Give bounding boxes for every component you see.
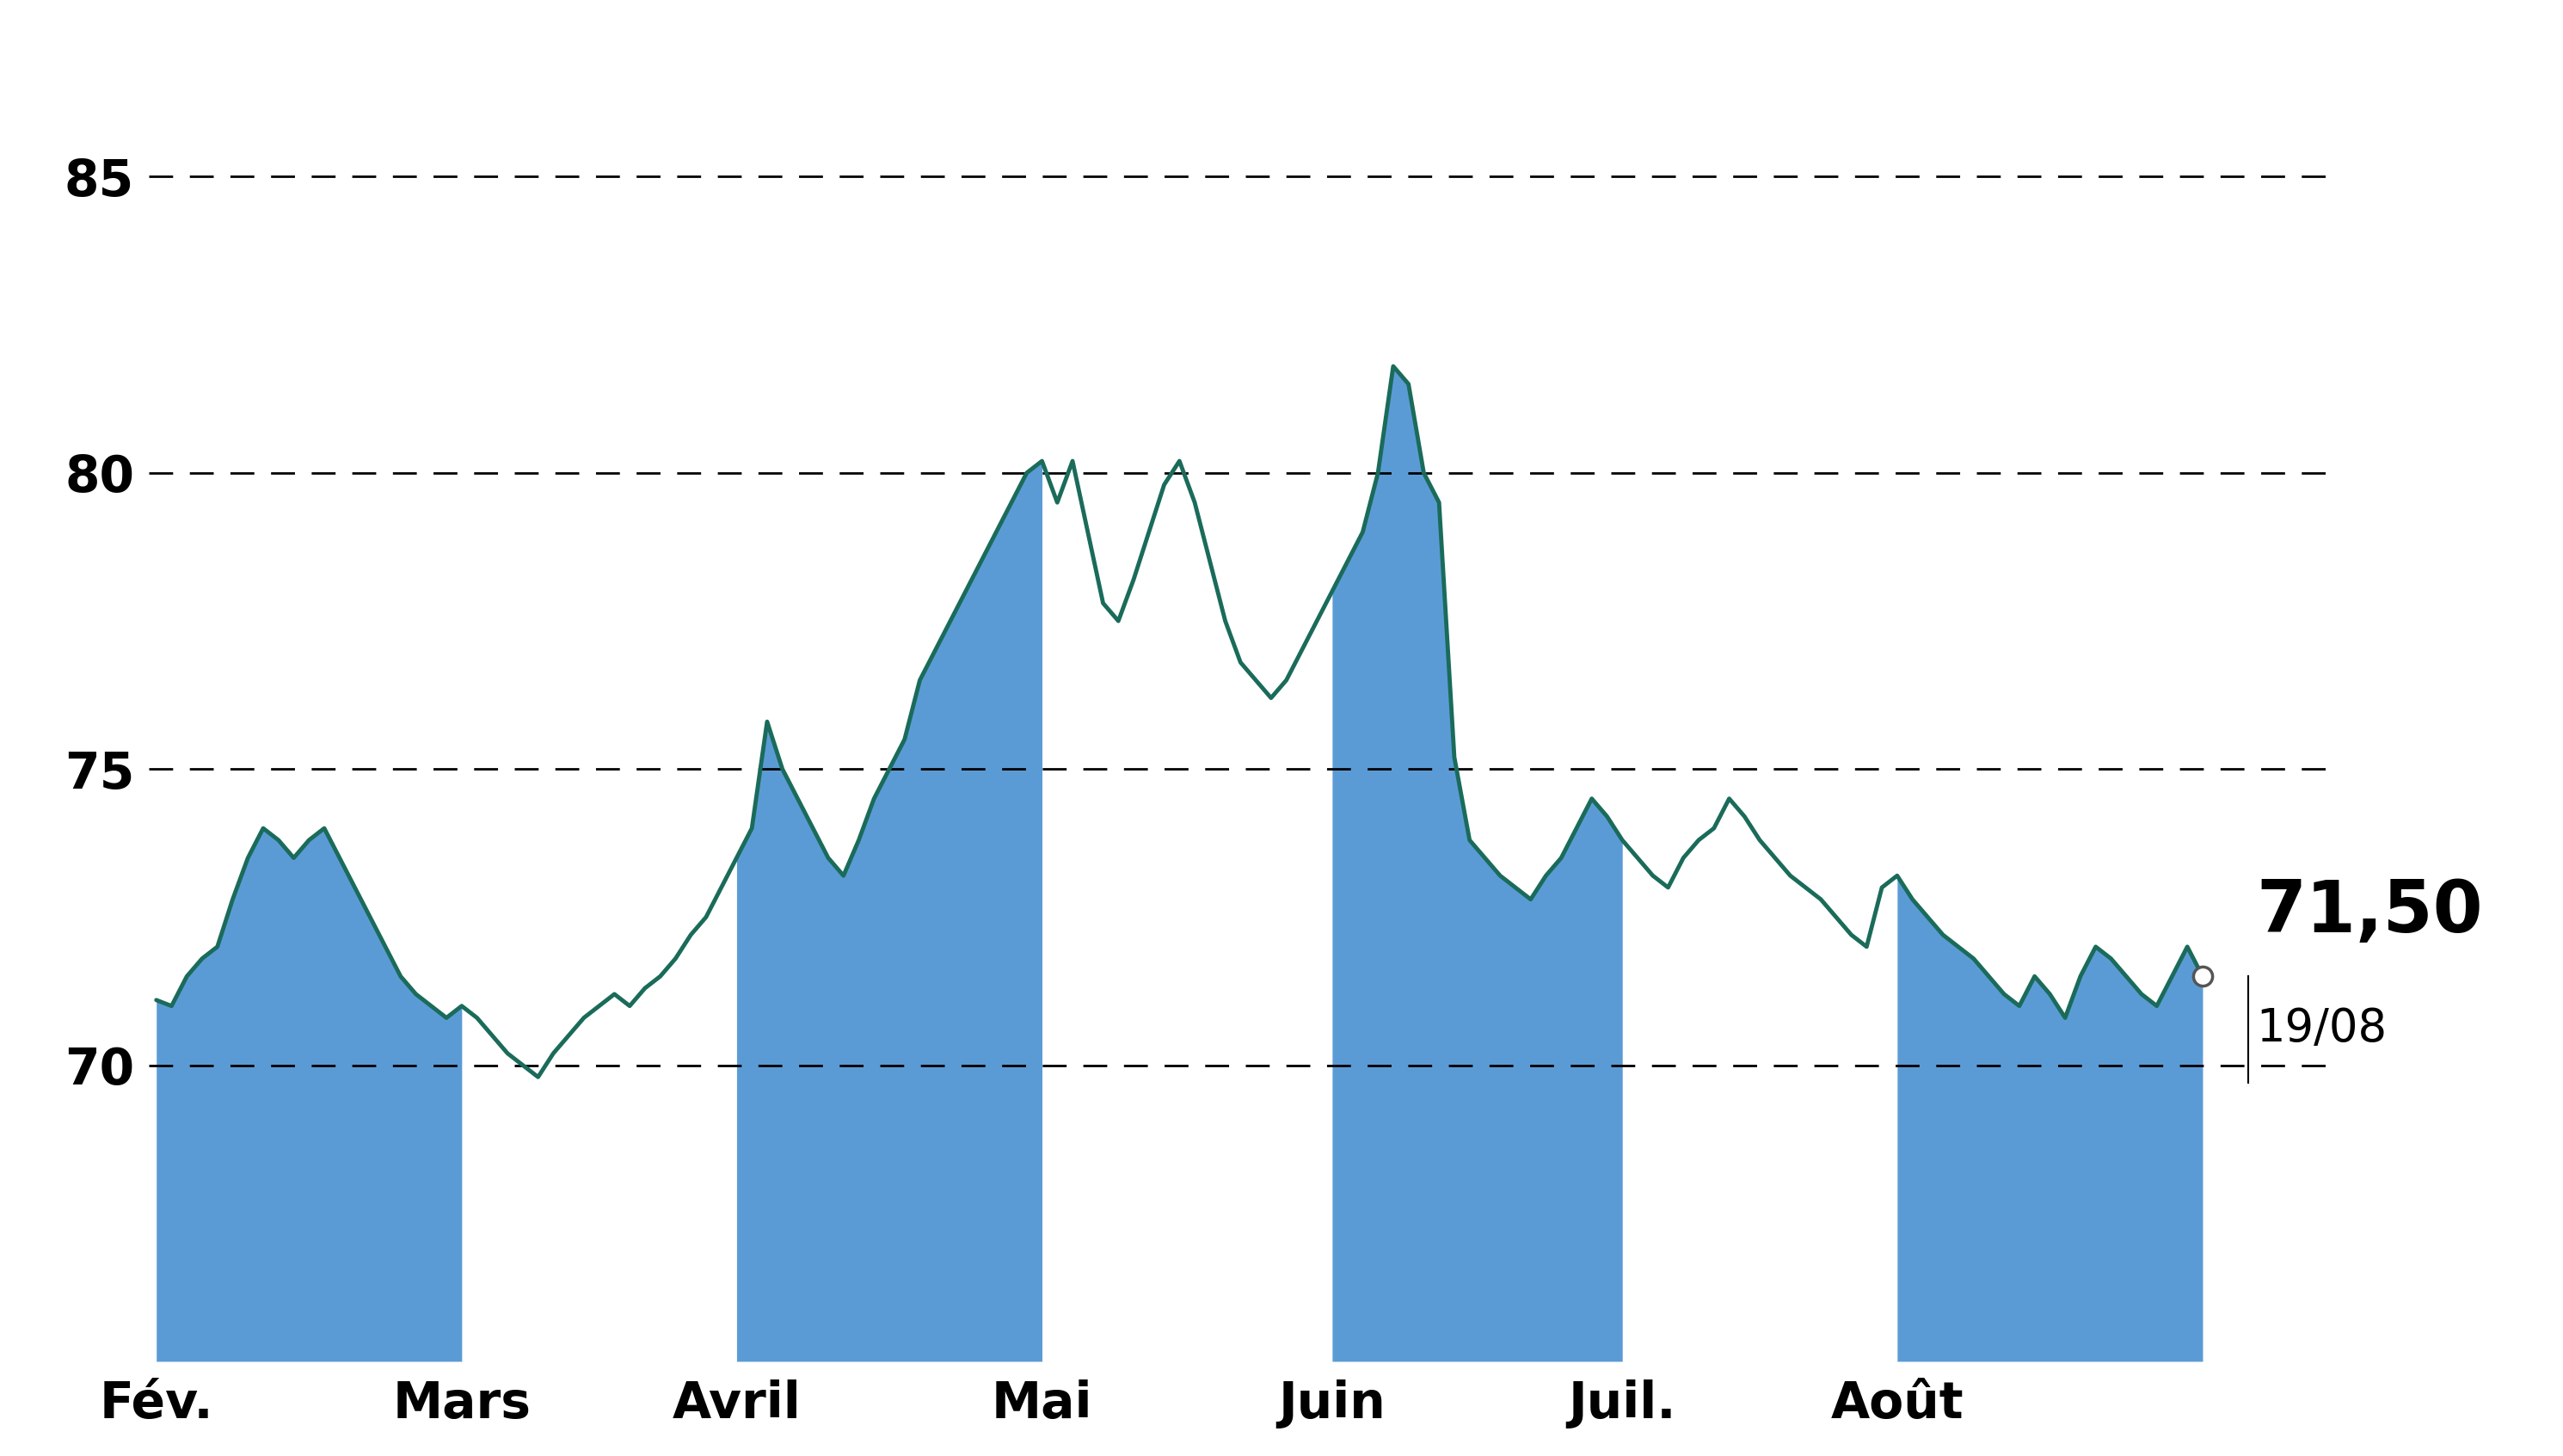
Text: CRCAM ALP.PROV.CCI: CRCAM ALP.PROV.CCI	[643, 1, 1920, 105]
Text: 19/08: 19/08	[2255, 1006, 2386, 1051]
Text: 71,50: 71,50	[2255, 877, 2484, 946]
